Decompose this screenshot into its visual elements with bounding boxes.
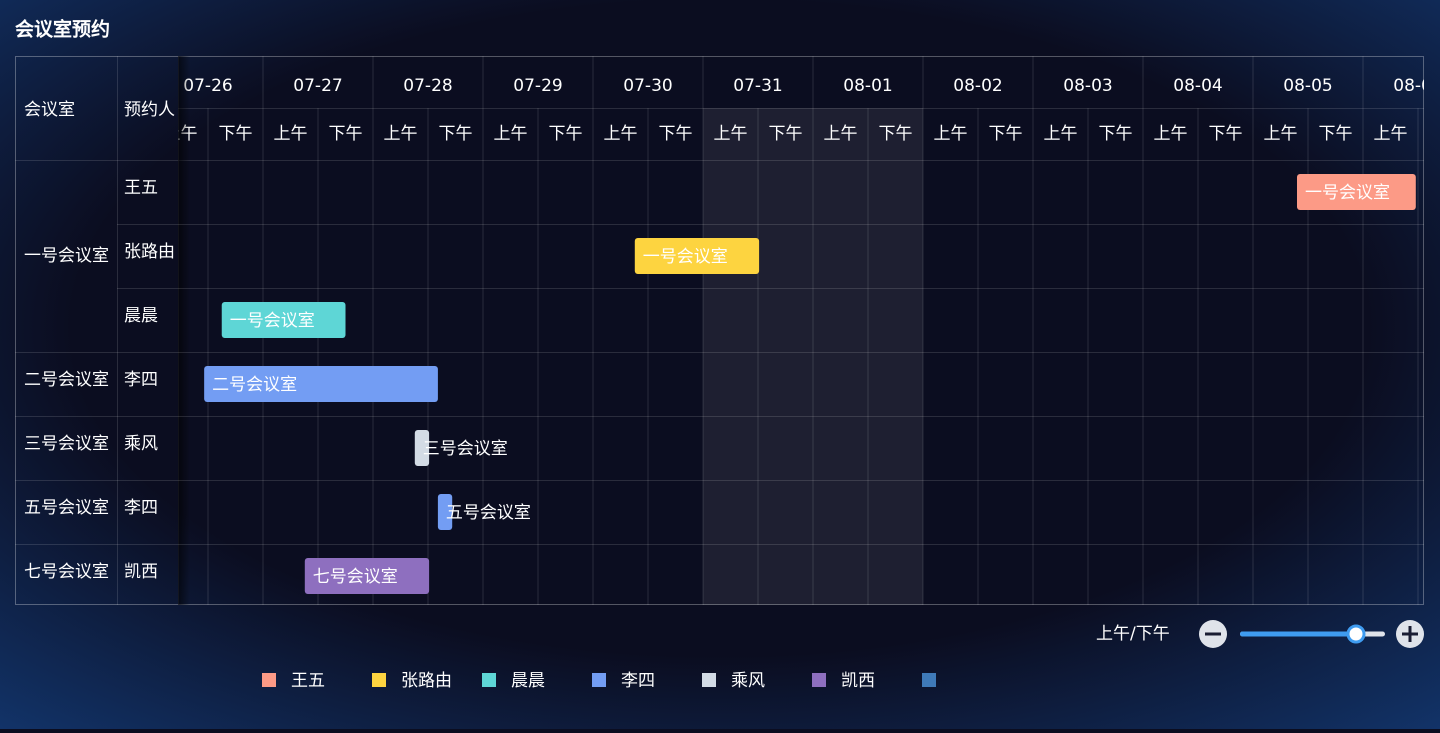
legend-swatch[interactable] [922,673,936,687]
room-name: 二号会议室 [24,370,109,390]
half-label: 上午 [604,124,638,144]
date-label: 08-05 [1283,76,1332,96]
half-label: 上午 [274,124,308,144]
legend-label[interactable]: 王五 [291,671,325,691]
half-label: 下午 [989,124,1023,144]
room-name: 三号会议室 [24,434,109,454]
half-label: 上午 [934,124,968,144]
legend-swatch[interactable] [702,673,716,687]
room-name: 七号会议室 [24,562,109,582]
half-label: 上午 [494,124,528,144]
booking-label: 二号会议室 [212,375,297,395]
half-label: 上午 [384,124,418,144]
person-name: 晨晨 [124,306,158,326]
person-name: 凯西 [124,562,158,582]
half-label: 下午 [549,124,583,144]
person-name: 张路由 [124,242,175,262]
booking-label: 一号会议室 [1305,183,1390,203]
half-label: 上午 [1044,124,1078,144]
person-name: 乘风 [124,434,158,454]
date-label: 08-02 [953,76,1002,96]
half-label: 上午 [714,124,748,144]
half-label: 下午 [329,124,363,144]
half-label: 上午 [1374,124,1408,144]
half-label: 下午 [219,124,253,144]
half-label: 上午 [1154,124,1188,144]
person-name: 李四 [124,498,158,518]
legend-label[interactable]: 乘风 [731,671,765,691]
half-label: 上午 [1264,124,1298,144]
date-label: 07-27 [293,76,342,96]
date-label: 07-29 [513,76,562,96]
half-label: 下午 [879,124,913,144]
date-label: 07-28 [403,76,452,96]
legend-label[interactable]: 张路由 [401,671,452,691]
page-title: 会议室预约 [15,18,110,41]
half-label: 下午 [439,124,473,144]
legend-label[interactable]: 李四 [621,671,655,691]
legend-swatch[interactable] [482,673,496,687]
zoom-in-icon [1409,626,1412,642]
date-label: 08-03 [1063,76,1112,96]
date-label: 08-04 [1173,76,1222,96]
person-name: 王五 [124,178,158,198]
booking-label: 五号会议室 [446,503,531,523]
booking-label: 三号会议室 [423,439,508,459]
half-label: 下午 [1209,124,1243,144]
column-header: 预约人 [124,100,175,120]
half-label: 下午 [1099,124,1133,144]
date-label: 07-30 [623,76,672,96]
zoom-out-icon [1205,633,1221,636]
legend-label[interactable]: 凯西 [841,671,875,691]
legend-swatch[interactable] [262,673,276,687]
slider-fill [1240,632,1356,637]
booking-label: 一号会议室 [643,247,728,267]
zoom-label: 上午/下午 [1096,624,1170,644]
legend-swatch[interactable] [592,673,606,687]
date-label: 07-26 [183,76,232,96]
half-label: 上午 [824,124,858,144]
legend-label[interactable]: 晨晨 [511,671,545,691]
scroll-shadow [178,56,190,605]
room-name: 五号会议室 [24,498,109,518]
legend-swatch[interactable] [372,673,386,687]
column-header: 会议室 [24,100,75,120]
half-label: 下午 [769,124,803,144]
half-label: 下午 [659,124,693,144]
half-label: 下午 [1319,124,1353,144]
slider-knob[interactable] [1348,626,1364,642]
booking-label: 七号会议室 [313,567,398,587]
date-label: 08-01 [843,76,892,96]
legend-swatch[interactable] [812,673,826,687]
date-label: 07-31 [733,76,782,96]
room-name: 一号会议室 [24,246,109,266]
person-name: 李四 [124,370,158,390]
booking-label: 一号会议室 [230,311,315,331]
